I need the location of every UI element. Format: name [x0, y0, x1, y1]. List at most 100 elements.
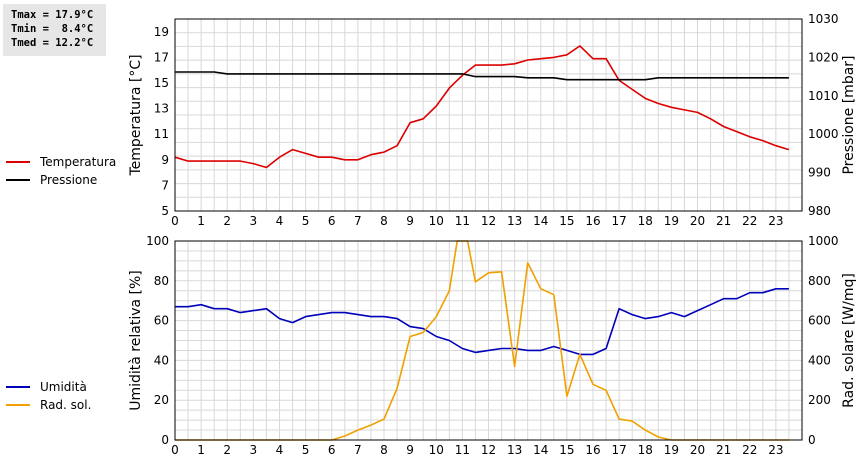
stats-box: Tmax = 17.9°C Tmin = 8.4°C Tmed = 12.2°C — [3, 4, 106, 56]
plot-frame — [174, 240, 803, 441]
legend-item-pressione: Pressione — [6, 171, 116, 189]
x-tick-label: 23 — [768, 443, 783, 457]
legend-swatch-umidita — [6, 386, 30, 388]
x-tick-label: 17 — [611, 214, 626, 228]
y-right-tick-label: 1030 — [808, 12, 839, 26]
x-tick-label: 13 — [507, 443, 522, 457]
x-tick-label: 5 — [302, 443, 310, 457]
x-tick-label: 18 — [638, 443, 653, 457]
series-line-temperatura — [174, 45, 790, 169]
y-tick-label: 19 — [154, 25, 169, 39]
x-tick-label: 9 — [406, 443, 414, 457]
y-right-tick-label: 200 — [808, 393, 831, 407]
legend-swatch-temperatura — [6, 161, 30, 163]
x-tick-label: 16 — [585, 443, 600, 457]
y-right-tick-label: 1000 — [808, 127, 839, 141]
legend-top: Temperatura Pressione — [6, 153, 116, 189]
legend-item-umidita: Umidità — [6, 378, 91, 396]
x-tick-label: 3 — [250, 214, 258, 228]
x-tick-label: 19 — [664, 214, 679, 228]
x-tick-label: 23 — [768, 214, 783, 228]
x-tick-label: 0 — [171, 214, 179, 228]
legend-swatch-radiazione — [6, 404, 30, 406]
legend-label-temperatura: Temperatura — [40, 155, 117, 169]
x-tick-label: 16 — [585, 214, 600, 228]
y-axis-label-right: Pressione [mbar] — [841, 55, 857, 174]
x-tick-label: 2 — [223, 214, 231, 228]
y-tick-label: 13 — [154, 102, 169, 116]
x-tick-label: 21 — [716, 443, 731, 457]
legend-label-umidita: Umidità — [40, 380, 87, 394]
x-tick-label: 12 — [481, 443, 496, 457]
x-tick-label: 9 — [406, 214, 414, 228]
x-tick-label: 21 — [716, 214, 731, 228]
x-tick-label: 11 — [455, 443, 470, 457]
y-tick-label: 60 — [154, 314, 169, 328]
x-tick-label: 7 — [354, 443, 362, 457]
x-tick-label: 4 — [276, 443, 284, 457]
x-tick-label: 19 — [664, 443, 679, 457]
y-axis-label: Umidità relativa [%] — [128, 270, 144, 411]
x-tick-label: 15 — [559, 214, 574, 228]
stat-tmax: Tmax = 17.9°C — [11, 9, 94, 21]
x-tick-label: 13 — [507, 214, 522, 228]
y-tick-label: 11 — [154, 127, 169, 141]
y-right-tick-label: 0 — [808, 433, 816, 447]
x-tick-label: 0 — [171, 443, 179, 457]
legend-swatch-pressione — [6, 179, 30, 181]
y-tick-label: 100 — [146, 234, 169, 248]
x-tick-label: 4 — [276, 214, 284, 228]
x-tick-label: 10 — [429, 214, 444, 228]
plot-frame — [174, 18, 803, 212]
x-tick-label: 14 — [533, 214, 548, 228]
y-tick-label: 0 — [161, 433, 169, 447]
x-tick-label: 1 — [197, 214, 205, 228]
y-tick-label: 20 — [154, 393, 169, 407]
stat-tmin: Tmin = 8.4°C — [11, 23, 94, 35]
x-tick-label: 20 — [690, 214, 705, 228]
y-tick-label: 7 — [161, 178, 169, 192]
y-axis-label: Temperatura [°C] — [128, 54, 144, 176]
x-tick-label: 1 — [197, 443, 205, 457]
x-tick-label: 2 — [223, 443, 231, 457]
x-tick-label: 8 — [380, 214, 388, 228]
x-tick-label: 22 — [742, 214, 757, 228]
x-tick-label: 12 — [481, 214, 496, 228]
y-tick-label: 17 — [154, 50, 169, 64]
y-axis-label-right: Rad. solare [W/mq] — [841, 273, 857, 408]
x-tick-label: 18 — [638, 214, 653, 228]
legend-bottom: Umidità Rad. sol. — [6, 378, 91, 414]
legend-item-radiazione: Rad. sol. — [6, 396, 91, 414]
x-tick-label: 22 — [742, 443, 757, 457]
y-tick-label: 80 — [154, 274, 169, 288]
x-tick-label: 14 — [533, 443, 548, 457]
y-right-tick-label: 1010 — [808, 89, 839, 103]
y-tick-label: 40 — [154, 353, 169, 367]
series-line-pressione — [175, 71, 789, 81]
y-tick-label: 15 — [154, 76, 169, 90]
x-tick-label: 15 — [559, 443, 574, 457]
x-tick-label: 17 — [611, 443, 626, 457]
legend-label-radiazione: Rad. sol. — [40, 398, 92, 412]
x-tick-label: 3 — [250, 443, 258, 457]
y-right-tick-label: 400 — [808, 353, 831, 367]
y-right-tick-label: 800 — [808, 274, 831, 288]
y-right-tick-label: 980 — [808, 204, 831, 218]
y-right-tick-label: 1020 — [808, 50, 839, 64]
x-tick-label: 7 — [354, 214, 362, 228]
x-tick-label: 6 — [328, 443, 336, 457]
x-tick-label: 20 — [690, 443, 705, 457]
y-tick-label: 9 — [161, 153, 169, 167]
y-right-tick-label: 990 — [808, 166, 831, 180]
x-tick-label: 11 — [455, 214, 470, 228]
y-right-tick-label: 1000 — [808, 234, 839, 248]
x-tick-label: 8 — [380, 443, 388, 457]
y-right-tick-label: 600 — [808, 314, 831, 328]
x-tick-label: 10 — [429, 443, 444, 457]
legend-label-pressione: Pressione — [40, 173, 98, 187]
y-tick-label: 5 — [161, 204, 169, 218]
x-tick-label: 5 — [302, 214, 310, 228]
legend-item-temperatura: Temperatura — [6, 153, 116, 171]
x-tick-label: 6 — [328, 214, 336, 228]
